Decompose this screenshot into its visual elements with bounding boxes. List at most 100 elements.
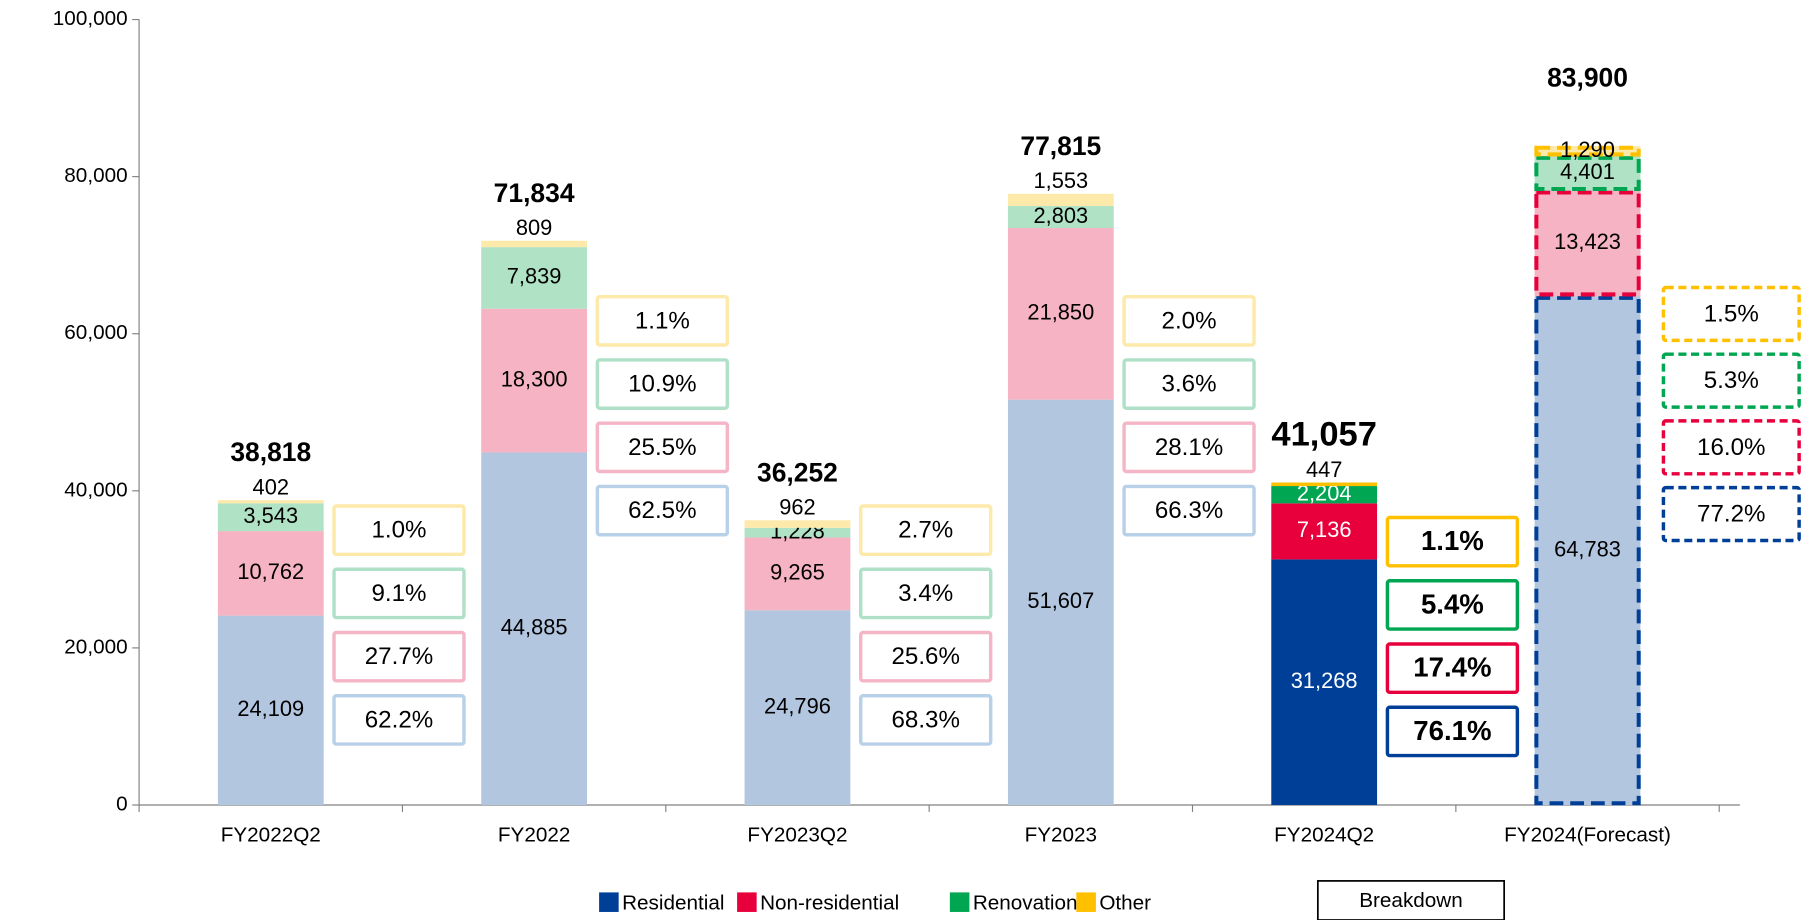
segment-label: 51,607	[1027, 588, 1094, 613]
share-box	[1385, 515, 1520, 568]
segment-label: 4,401	[1560, 159, 1615, 184]
y-tick-label: 40,000	[64, 478, 127, 501]
share-label: 77.2%	[1697, 501, 1765, 528]
legend-breakdown-box	[1316, 880, 1506, 920]
segment-outline	[1534, 145, 1641, 157]
share-label: 3.6%	[1162, 371, 1217, 398]
y-tick-label: 80,000	[64, 164, 127, 187]
share-box	[1661, 352, 1801, 409]
share-box	[1122, 294, 1256, 347]
segment-label: 3,543	[243, 503, 298, 528]
share-label: 62.2%	[365, 706, 433, 733]
share-box	[859, 504, 993, 557]
segment-label: 1,290	[1560, 137, 1615, 162]
bar-segment	[1534, 156, 1641, 191]
share-box	[859, 567, 993, 620]
total-label: 77,815	[1020, 131, 1101, 161]
x-tick-label: FY2022Q2	[221, 824, 321, 847]
bar-segment	[481, 452, 588, 805]
share-box	[595, 421, 730, 474]
bar-segment	[1271, 503, 1378, 560]
share-box	[595, 294, 730, 347]
share-label: 2.0%	[1162, 307, 1217, 334]
segment-outline	[1534, 295, 1641, 806]
x-tick-label: FY2023Q2	[747, 824, 847, 847]
x-tick-label: FY2024(Forecast)	[1504, 824, 1671, 847]
share-label: 66.3%	[1155, 497, 1223, 524]
segment-outline	[1534, 155, 1641, 192]
bar-segment	[1271, 486, 1378, 504]
share-box	[1385, 705, 1520, 758]
bar-segment	[744, 537, 851, 611]
y-tick-label: 20,000	[64, 635, 127, 658]
bar-segment	[481, 247, 588, 309]
bar-segment	[1007, 228, 1114, 400]
share-label: 76.1%	[1413, 715, 1491, 746]
bar-segment	[1534, 296, 1641, 805]
y-tick-label: 0	[116, 792, 128, 815]
share-box	[1122, 358, 1256, 410]
segment-label: 18,300	[501, 366, 568, 391]
bar-segment	[217, 503, 324, 532]
segment-label: 7,136	[1297, 517, 1352, 542]
segment-label: 44,885	[501, 614, 568, 639]
bar-segment	[217, 500, 324, 504]
legend-breakdown-label: Breakdown	[1359, 889, 1463, 912]
share-label: 1.0%	[371, 517, 426, 544]
share-label: 25.5%	[628, 434, 696, 461]
share-label: 28.1%	[1155, 434, 1223, 461]
share-label: 2.7%	[898, 517, 953, 544]
total-label: 36,252	[757, 457, 838, 487]
share-label: 10.9%	[628, 371, 696, 398]
share-label: 62.5%	[628, 497, 696, 524]
share-label: 68.3%	[891, 706, 959, 733]
bar-segment	[481, 308, 588, 453]
share-box	[332, 567, 466, 620]
bar-segment	[481, 240, 588, 248]
share-box	[595, 484, 730, 537]
share-label: 27.7%	[365, 643, 433, 670]
legend-label: Other	[1099, 891, 1151, 914]
bar-segment	[217, 615, 324, 805]
share-box	[1661, 485, 1801, 543]
share-label: 1.1%	[1421, 525, 1484, 556]
bar-segment	[1007, 193, 1114, 207]
bar-segment	[744, 520, 851, 528]
share-box	[859, 694, 993, 746]
share-box	[1122, 421, 1256, 474]
share-box	[1661, 285, 1801, 343]
segment-label: 21,850	[1027, 300, 1094, 325]
segment-label: 1,553	[1033, 168, 1088, 193]
share-box	[859, 630, 993, 683]
legend-label: Residential	[622, 891, 724, 914]
segment-label: 962	[779, 495, 815, 520]
share-box	[1385, 642, 1520, 695]
segment-label: 24,109	[237, 696, 304, 721]
legend-swatch	[737, 892, 757, 912]
legend-swatch	[599, 892, 619, 912]
x-tick-label: FY2022	[498, 824, 570, 847]
share-label: 17.4%	[1413, 652, 1491, 683]
bar-segment	[217, 531, 324, 616]
segment-label: 7,839	[507, 264, 562, 289]
segment-label: 10,762	[237, 559, 304, 584]
legend-label: Non-residential	[760, 891, 899, 914]
segment-label: 809	[516, 215, 552, 240]
share-label: 16.0%	[1697, 434, 1765, 461]
share-box	[595, 358, 730, 410]
y-tick-label: 100,000	[53, 7, 128, 30]
total-label: 41,057	[1271, 416, 1377, 454]
share-box	[1661, 419, 1801, 476]
segment-label: 447	[1306, 457, 1342, 482]
total-label: 38,818	[230, 437, 311, 467]
total-label: 71,834	[494, 178, 575, 208]
bar-segment	[744, 527, 851, 538]
legend-swatch	[1076, 892, 1096, 912]
share-label: 1.5%	[1704, 300, 1759, 327]
share-label: 5.4%	[1421, 588, 1484, 619]
bar-segment	[1007, 399, 1114, 805]
segment-label: 13,423	[1554, 229, 1621, 254]
y-tick-label: 60,000	[64, 321, 127, 344]
